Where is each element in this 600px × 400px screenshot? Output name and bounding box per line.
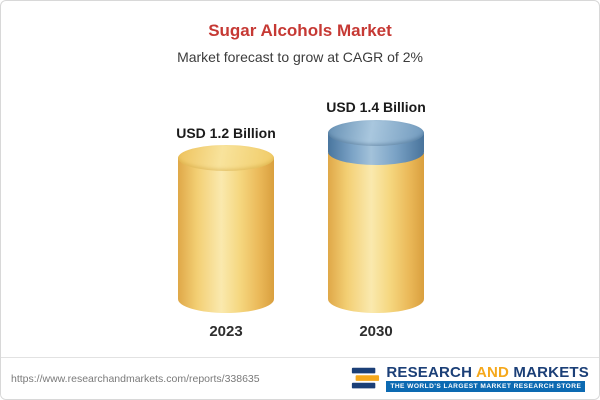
value-label-2030: USD 1.4 Billion [326,99,426,115]
logo-wordmark: RESEARCH AND MARKETS [386,363,589,381]
source-url: https://www.researchandmarkets.com/repor… [11,372,260,385]
value-label-2023: USD 1.2 Billion [176,125,276,141]
chart-subtitle: Market forecast to grow at CAGR of 2% [177,49,423,65]
bar-2023-body [178,158,274,313]
logo-tagline: THE WORLD'S LARGEST MARKET RESEARCH STOR… [386,381,586,393]
bar-2023-top [178,145,274,171]
logo-word-research: RESEARCH [386,363,473,381]
logo-word-markets: MARKETS [513,363,589,381]
logo-text: RESEARCH AND MARKETS THE WORLD'S LARGEST… [386,363,589,393]
bar-2030-top [328,120,424,146]
bar-2023-cylinder [178,145,274,313]
chart-title: Sugar Alcohols Market [208,21,392,40]
researchandmarkets-logo: RESEARCH AND MARKETS THE WORLD'S LARGEST… [350,364,589,394]
axis-label-2030: 2030 [359,323,393,340]
bar-2030-body [328,153,424,313]
axis-label-2023: 2023 [209,323,243,340]
logo-icon [350,364,380,394]
footer: https://www.researchandmarkets.com/repor… [1,357,599,399]
logo-word-and: AND [475,363,510,381]
bar-2030-cylinder [328,120,424,313]
